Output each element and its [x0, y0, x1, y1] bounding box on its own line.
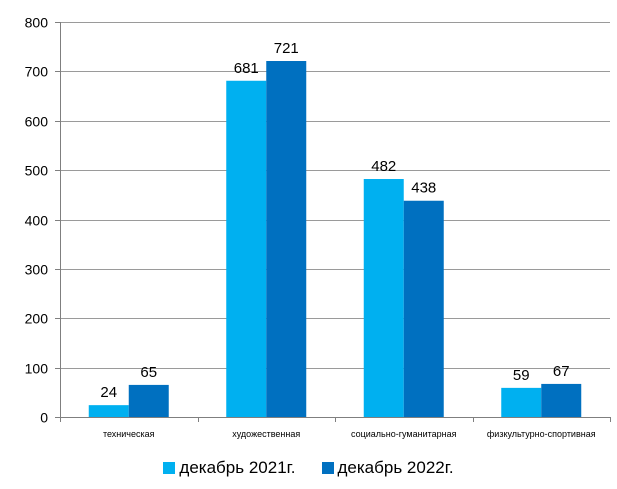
bar-2022: [266, 61, 307, 417]
x-tick-label: художественная: [232, 429, 300, 439]
legend-item-2022: декабрь 2022г.: [321, 458, 454, 478]
legend-item-2021: декабрь 2021г.: [163, 458, 296, 478]
y-tick-label: 500: [25, 163, 49, 179]
bars: [88, 61, 582, 417]
y-tick-label: 700: [25, 64, 49, 80]
y-tick-label: 600: [25, 114, 49, 130]
data-label: 59: [513, 367, 530, 384]
gridlines: [55, 22, 611, 422]
legend-swatch-2022: [321, 462, 334, 474]
x-tick-label: физкультурно-спортивная: [487, 429, 596, 439]
legend-label-2021: декабрь 2021г.: [179, 458, 296, 477]
bar-2022: [541, 383, 582, 417]
bar-2022: [128, 384, 169, 417]
x-tick-label: техническая: [103, 429, 155, 439]
data-label: 681: [234, 60, 259, 77]
data-label: 24: [100, 384, 117, 401]
legend-swatch-2021: [163, 462, 176, 474]
data-label: 721: [274, 40, 299, 57]
legend: декабрь 2021г. декабрь 2022г.: [0, 458, 617, 478]
legend-label-2022: декабрь 2022г.: [337, 458, 454, 477]
data-label: 482: [371, 158, 396, 175]
data-labels: 24 65 681 721 482 438 59 67: [100, 40, 569, 401]
bar-2021: [501, 387, 542, 417]
bar-2021: [88, 405, 129, 417]
data-label: 438: [411, 180, 436, 197]
bar-2021: [363, 179, 404, 417]
y-tick-label: 200: [25, 311, 49, 327]
bar-2021: [226, 80, 267, 417]
bar-2022: [403, 200, 444, 417]
y-tick-label: 400: [25, 213, 49, 229]
y-tick-label: 300: [25, 262, 49, 278]
y-axis-ticks: 0 100 200 300 400 500 600 700 800: [25, 15, 49, 426]
y-tick-label: 800: [25, 15, 49, 31]
data-label: 65: [140, 364, 157, 381]
x-tick-label: социально-гуманитарная: [351, 429, 457, 439]
x-axis-ticks: техническая художественная социально-гуман…: [103, 429, 596, 439]
y-tick-label: 100: [25, 361, 49, 377]
data-label: 67: [553, 363, 570, 380]
y-tick-label: 0: [40, 410, 48, 426]
